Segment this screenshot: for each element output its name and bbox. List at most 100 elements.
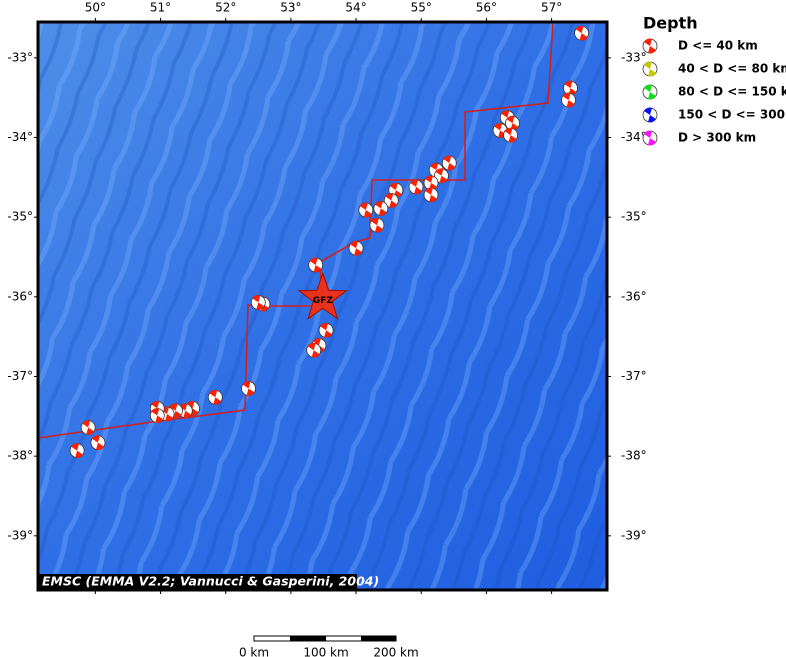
lat-label: -37°	[7, 369, 33, 383]
beachball-quadrant	[410, 179, 423, 195]
lon-label: 55°	[411, 1, 432, 15]
beachball-quadrant	[169, 403, 182, 419]
lon-label: 56°	[476, 1, 497, 15]
lon-label: 50°	[85, 1, 106, 15]
lon-label: 54°	[345, 1, 366, 15]
map-marks: GFZ	[69, 25, 589, 458]
beachball	[642, 61, 658, 77]
lat-label: -36°	[7, 289, 33, 303]
legend-label: 40 < D <= 80 km	[678, 62, 786, 76]
beachball	[408, 179, 424, 195]
beachball-quadrant	[562, 92, 575, 108]
scale-bar-segment	[361, 636, 396, 641]
beachball	[308, 257, 324, 273]
beachball	[149, 408, 165, 423]
lat-label: -39°	[7, 528, 33, 542]
beachball-quadrant	[385, 193, 398, 208]
beachball-quadrant	[389, 182, 402, 198]
legend-label: 80 < D <= 150 km	[678, 85, 786, 99]
beachball	[503, 127, 518, 143]
beachball-quadrant	[242, 381, 255, 396]
beachball-quadrant	[494, 123, 507, 138]
credit-box	[38, 574, 357, 590]
beachball	[250, 295, 266, 310]
beachball-quadrant	[370, 217, 383, 233]
beachball-quadrant	[644, 84, 656, 100]
beachball-quadrant	[350, 240, 363, 256]
lon-label: 51°	[150, 1, 171, 15]
legend-title: Depth	[643, 14, 698, 33]
beachball	[383, 193, 399, 208]
lat-label: -38°	[7, 449, 33, 463]
beachball-quadrant	[209, 389, 222, 405]
beachball	[642, 38, 658, 54]
lon-label: 52°	[215, 1, 236, 15]
beachball	[642, 107, 658, 123]
beachball-quadrant	[359, 202, 372, 218]
beachball-quadrant	[435, 168, 448, 184]
epicenter-label: GFZ	[313, 296, 334, 306]
beachball	[373, 201, 389, 216]
beachball	[574, 25, 589, 41]
beachball	[318, 322, 334, 338]
beachball-quadrant	[309, 257, 322, 273]
beachball-quadrant	[151, 408, 164, 423]
lon-label: 53°	[280, 1, 301, 15]
scale-label: 0 km	[239, 646, 269, 657]
beachball	[563, 80, 578, 96]
beachball-quadrant	[91, 435, 104, 450]
beachball	[207, 389, 223, 405]
beachball	[441, 155, 457, 171]
beachball	[369, 217, 385, 233]
beachball	[90, 435, 106, 451]
beachball	[642, 130, 658, 146]
lat-label: -35°	[7, 210, 33, 224]
beachball	[306, 342, 322, 358]
beachball-quadrant	[506, 115, 519, 131]
lat-label: -36°	[621, 289, 647, 303]
lat-label: -34°	[7, 130, 33, 144]
beachball	[434, 168, 449, 184]
beachball-quadrant	[179, 403, 192, 419]
beachball-quadrant	[575, 25, 588, 41]
lat-label: -33°	[621, 50, 647, 64]
beachball-quadrant	[374, 201, 387, 216]
beachball	[561, 92, 576, 108]
lat-label: -34°	[621, 130, 647, 144]
lat-label: -33°	[7, 50, 33, 64]
beachball	[348, 240, 364, 256]
beachball-quadrant	[644, 130, 656, 146]
beachball-quadrant	[425, 175, 438, 191]
beachball	[358, 202, 374, 218]
lat-label: -39°	[621, 528, 647, 542]
credit: EMSC (EMMA V2.2; Vannucci & Gasperini, 2…	[42, 574, 379, 589]
beachball-quadrant	[644, 61, 656, 77]
lat-label: -37°	[621, 369, 647, 383]
beachball-quadrant	[425, 187, 438, 203]
legend-label: D > 300 km	[678, 131, 756, 145]
beachball	[80, 420, 96, 435]
beachball-quadrant	[307, 342, 320, 358]
beachball-quadrant	[252, 295, 265, 310]
legend-label: D <= 40 km	[678, 39, 758, 53]
epicenter-star	[297, 271, 349, 320]
beachball	[241, 381, 256, 396]
scale-label: 100 km	[303, 646, 348, 657]
beachball-quadrant	[504, 127, 517, 143]
beachball-quadrant	[71, 443, 84, 458]
beachball-quadrant	[443, 155, 456, 171]
scale-label: 200 km	[373, 646, 418, 657]
beachball	[642, 84, 658, 100]
beachball	[69, 443, 85, 458]
lat-label: -38°	[621, 449, 647, 463]
beachball-quadrant	[644, 38, 656, 54]
beachball-quadrant	[564, 80, 577, 96]
lon-label: 57°	[541, 1, 562, 15]
beachball-quadrant	[644, 107, 656, 123]
scale-bar-segment	[290, 636, 326, 641]
beachball	[423, 187, 439, 203]
lat-label: -35°	[621, 210, 647, 224]
beachball-quadrant	[320, 322, 333, 338]
legend-label: 150 < D <= 300 km	[678, 108, 786, 122]
